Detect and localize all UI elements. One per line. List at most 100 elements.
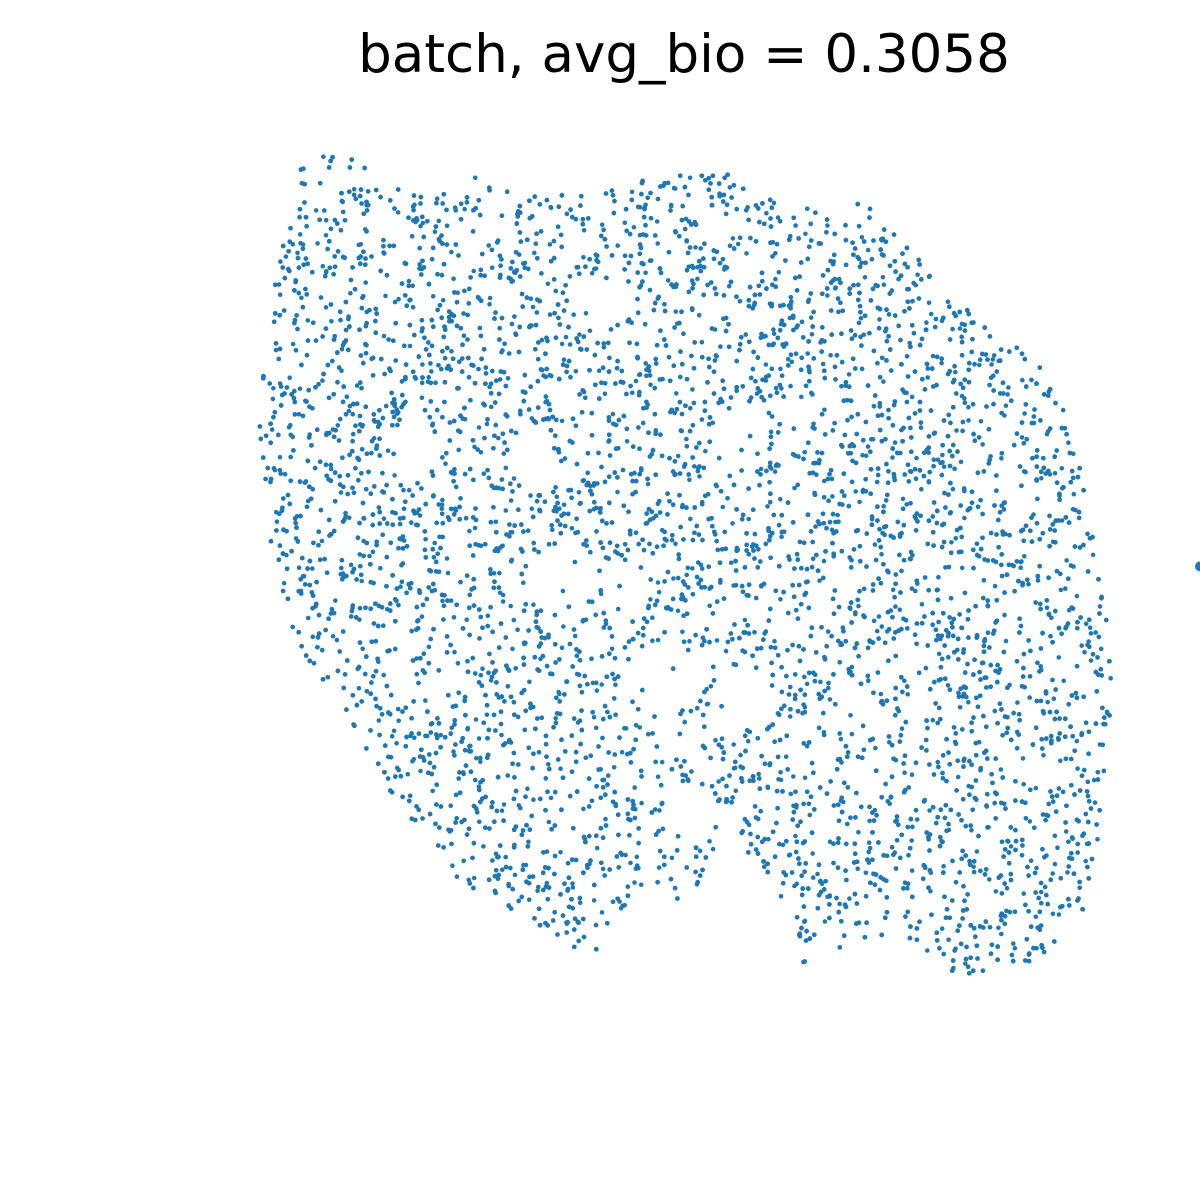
scatter-point — [1098, 646, 1104, 652]
scatter-point — [1038, 889, 1044, 895]
scatter-point — [771, 200, 777, 206]
scatter-point — [848, 713, 853, 718]
scatter-point — [1015, 700, 1020, 705]
scatter-point — [329, 319, 334, 324]
scatter-point — [405, 771, 411, 777]
scatter-point — [954, 428, 959, 433]
scatter-point — [443, 461, 448, 467]
scatter-point — [449, 349, 454, 354]
scatter-point — [1074, 593, 1080, 599]
scatter-point — [624, 439, 630, 444]
scatter-point — [1079, 643, 1084, 648]
scatter-point — [827, 697, 833, 702]
scatter-point — [461, 333, 467, 339]
scatter-point — [501, 451, 507, 456]
scatter-point — [778, 894, 784, 899]
scatter-point — [455, 290, 461, 296]
scatter-point — [417, 513, 423, 518]
scatter-point — [837, 901, 842, 907]
scatter-point — [315, 241, 320, 246]
scatter-point — [853, 610, 858, 615]
scatter-point — [723, 648, 729, 654]
scatter-point — [488, 678, 494, 683]
scatter-point — [334, 637, 340, 643]
scatter-point — [583, 311, 589, 316]
scatter-point — [526, 839, 531, 845]
scatter-point — [969, 828, 974, 833]
scatter-point — [802, 449, 807, 455]
scatter-point — [381, 516, 387, 521]
scatter-point — [788, 383, 793, 389]
scatter-point — [467, 528, 472, 534]
scatter-point — [480, 666, 485, 672]
scatter-point — [720, 504, 726, 510]
scatter-point — [394, 741, 399, 746]
scatter-point — [655, 241, 660, 246]
scatter-point — [503, 508, 509, 513]
scatter-point — [1051, 696, 1057, 701]
scatter-point — [685, 565, 691, 571]
scatter-point — [338, 490, 344, 495]
scatter-point — [605, 773, 611, 778]
scatter-point — [359, 578, 365, 584]
scatter-point — [1083, 621, 1089, 626]
scatter-point — [977, 362, 982, 368]
scatter-point — [946, 937, 951, 942]
scatter-point — [581, 254, 586, 260]
scatter-point — [497, 570, 502, 576]
scatter-point — [508, 603, 513, 609]
scatter-point — [914, 817, 920, 822]
scatter-point — [500, 592, 506, 598]
scatter-point — [669, 855, 675, 861]
scatter-point — [935, 457, 941, 463]
scatter-point — [567, 342, 573, 347]
scatter-point — [577, 332, 582, 337]
scatter-point — [1021, 781, 1026, 787]
scatter-point — [1011, 941, 1016, 946]
scatter-point — [440, 297, 446, 303]
scatter-point — [385, 448, 391, 454]
scatter-point — [1059, 466, 1065, 471]
scatter-point — [323, 233, 329, 238]
scatter-point — [466, 877, 472, 883]
scatter-point — [955, 774, 961, 780]
scatter-point — [771, 327, 776, 332]
scatter-point — [278, 259, 283, 264]
scatter-point — [354, 383, 360, 388]
scatter-point — [553, 716, 558, 721]
scatter-point — [776, 777, 781, 782]
scatter-point — [1075, 850, 1080, 855]
scatter-point — [905, 692, 910, 697]
scatter-point — [814, 472, 819, 478]
scatter-point — [1033, 914, 1039, 920]
scatter-point — [655, 580, 661, 585]
scatter-point — [407, 343, 413, 349]
scatter-point — [491, 571, 497, 576]
scatter-point — [561, 357, 567, 363]
scatter-point — [692, 464, 697, 469]
scatter-point — [815, 871, 820, 877]
scatter-point — [310, 634, 316, 640]
scatter-point — [448, 803, 454, 808]
scatter-point — [499, 732, 504, 738]
scatter-point — [945, 299, 951, 305]
scatter-point — [966, 699, 971, 705]
scatter-point — [277, 454, 283, 460]
scatter-point — [963, 961, 968, 966]
scatter-point — [406, 487, 412, 493]
scatter-point — [1033, 785, 1039, 791]
scatter-point — [511, 476, 517, 481]
scatter-point — [473, 175, 478, 181]
scatter-point — [893, 604, 898, 609]
scatter-point — [863, 453, 869, 459]
scatter-point — [766, 836, 771, 842]
scatter-point — [548, 795, 554, 801]
scatter-point — [941, 464, 947, 470]
scatter-point — [727, 185, 733, 190]
scatter-point — [856, 603, 861, 609]
scatter-point — [357, 617, 362, 622]
scatter-point — [773, 276, 778, 282]
scatter-point — [919, 602, 925, 607]
scatter-point — [771, 331, 777, 337]
scatter-point — [499, 350, 504, 355]
